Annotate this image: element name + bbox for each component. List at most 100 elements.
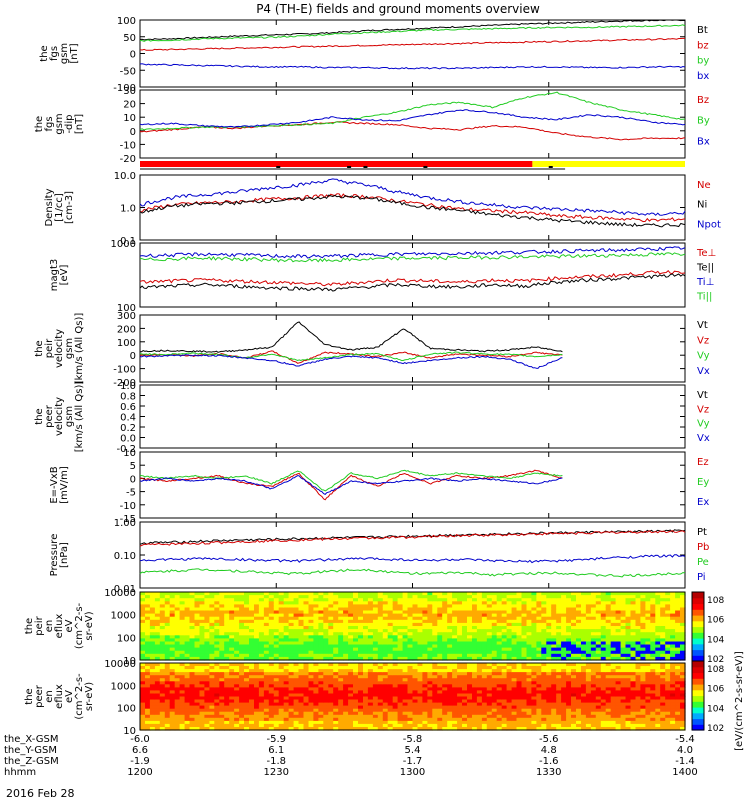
heatmap-cell (303, 598, 310, 602)
heatmap-cell (194, 650, 201, 655)
heatmap-cell (516, 681, 523, 685)
heatmap-cell (452, 684, 458, 688)
heatmap-cell (521, 675, 528, 679)
heatmap-cell (595, 622, 602, 627)
heatmap-cell (204, 598, 210, 602)
heatmap-cell (521, 650, 528, 655)
heatmap-cell (145, 711, 151, 716)
heatmap-cell (620, 678, 627, 682)
heatmap-cell (516, 723, 523, 728)
heatmap-cell (209, 656, 215, 661)
heatmap-cell (437, 714, 443, 719)
heatmap-cell (625, 678, 632, 682)
heatmap-cell (367, 705, 374, 710)
heatmap-cell (149, 629, 156, 633)
heatmap-cell (650, 595, 656, 599)
heatmap-cell (481, 650, 488, 655)
heatmap-cell (566, 629, 572, 633)
heatmap-cell (585, 666, 592, 670)
heatmap-cell (159, 714, 166, 719)
heatmap-cell (244, 626, 250, 630)
heatmap-cell (442, 647, 448, 652)
heatmap-cell (338, 684, 344, 688)
heatmap-cell (556, 656, 562, 661)
heatmap-cell (526, 687, 533, 691)
heatmap-cell (501, 696, 508, 701)
heatmap-cell (268, 672, 275, 676)
heatmap-cell (239, 592, 245, 596)
heatmap-cell (521, 626, 528, 630)
heatmap-cell (382, 711, 389, 716)
heatmap-cell (615, 708, 622, 713)
heatmap-cell (377, 723, 384, 728)
heatmap-cell (402, 619, 409, 624)
heatmap-cell (536, 699, 542, 704)
heatmap-cell (343, 638, 349, 643)
heatmap-cell (382, 619, 389, 624)
heatmap-cell (655, 650, 661, 655)
heatmap-cell (363, 699, 369, 704)
heatmap-cell (600, 638, 607, 643)
heatmap-cell (600, 635, 607, 639)
heatmap-cell (377, 644, 384, 649)
heatmap-cell (224, 681, 230, 685)
heatmap-cell (145, 723, 151, 728)
heatmap-cell (511, 727, 518, 731)
heatmap-cell (333, 696, 339, 701)
heatmap-cell (675, 638, 681, 643)
heatmap-cell (209, 720, 215, 725)
heatmap-cell (452, 711, 458, 716)
heatmap-cell (427, 723, 433, 728)
heatmap-cell (610, 727, 617, 731)
heatmap-cell (556, 669, 562, 673)
heatmap-cell (412, 607, 419, 612)
heatmap-cell (204, 681, 210, 685)
heatmap-cell (338, 675, 344, 679)
heatmap-cell (308, 610, 315, 615)
heatmap-cell (363, 604, 369, 609)
heatmap-cell (149, 705, 156, 710)
heatmap-cell (422, 622, 428, 627)
heatmap-cell (605, 723, 612, 728)
heatmap-cell (263, 663, 270, 667)
heatmap-cell (571, 708, 577, 713)
heatmap-cell (140, 708, 146, 713)
heatmap-cell (412, 632, 419, 636)
heatmap-cell (452, 708, 458, 713)
heatmap-cell (625, 650, 632, 655)
heatmap-cell (635, 666, 642, 670)
heatmap-cell (363, 616, 369, 621)
heatmap-cell (164, 656, 171, 661)
heatmap-cell (293, 727, 300, 731)
heatmap-cell (293, 675, 300, 679)
heatmap-cell (660, 629, 666, 633)
heatmap-cell (645, 592, 651, 596)
heatmap-cell (367, 616, 374, 621)
heatmap-cell (581, 714, 587, 719)
heatmap-cell (457, 601, 463, 605)
heatmap-cell (268, 714, 275, 719)
heatmap-cell (590, 641, 597, 646)
heatmap-cell (427, 592, 433, 596)
heatmap-cell (293, 720, 300, 725)
heatmap-cell (268, 616, 275, 621)
y-axis-label: [mV/m] (59, 466, 70, 504)
heatmap-cell (358, 647, 364, 652)
heatmap-cell (249, 669, 255, 673)
heatmap-cell (491, 708, 498, 713)
heatmap-cell (387, 647, 394, 652)
heatmap-cell (417, 635, 424, 639)
heatmap-cell (145, 669, 151, 673)
heatmap-cell (660, 638, 666, 643)
heatmap-cell (184, 720, 191, 725)
heatmap-cell (363, 702, 369, 707)
heatmap-cell (209, 669, 215, 673)
heatmap-cell (620, 666, 627, 670)
heatmap-cell (323, 653, 329, 658)
heatmap-cell (149, 666, 156, 670)
heatmap-cell (462, 644, 468, 649)
heatmap-cell (164, 675, 171, 679)
heatmap-cell (585, 663, 592, 667)
heatmap-cell (491, 717, 498, 722)
heatmap-cell (283, 675, 290, 679)
